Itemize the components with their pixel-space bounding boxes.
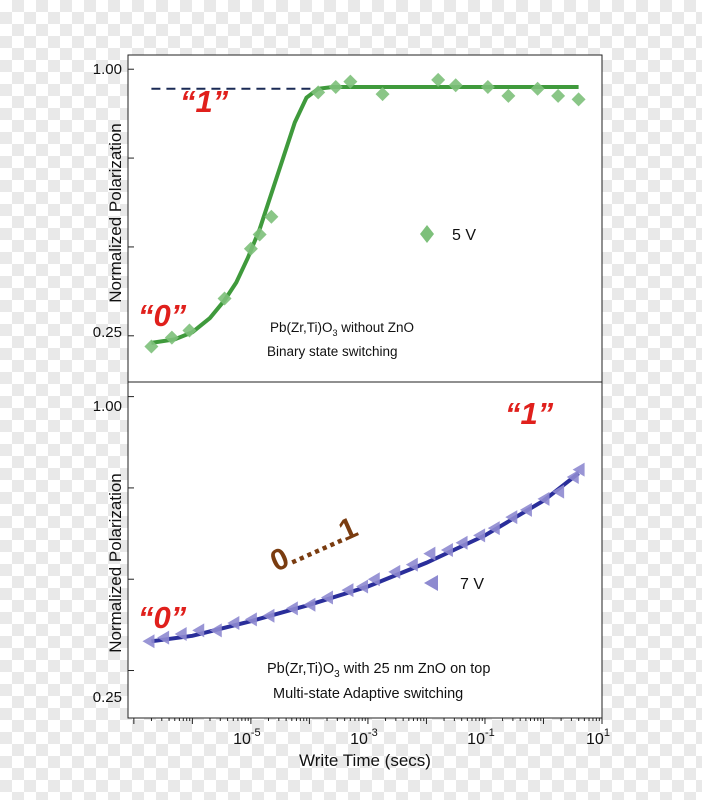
panel-bottom: 1.00 0.25 Normalized Polarization 10-5 10…	[93, 381, 610, 770]
data-point	[572, 462, 585, 477]
xtick-exponent: -3	[368, 727, 378, 739]
data-point	[264, 209, 279, 224]
data-point	[252, 227, 267, 242]
data-point	[519, 502, 532, 517]
data-point	[480, 79, 495, 94]
x-ticks-bottom: 10-5 10-3 10-1 101	[133, 718, 610, 748]
anno-text-after: without ZnO	[338, 320, 415, 335]
xtick-exponent: 1	[604, 727, 610, 739]
data-point	[182, 323, 197, 338]
data-point	[142, 634, 155, 649]
data-point	[303, 597, 316, 612]
data-series-5v	[144, 72, 586, 354]
xtick-label: 10-3	[350, 727, 378, 748]
xtick-base: 10	[467, 731, 485, 748]
annotation-material-bottom: Pb(Zr,Ti)O3 with 25 nm ZnO on top	[267, 661, 490, 680]
data-point	[328, 79, 343, 94]
data-point	[530, 81, 545, 96]
legend-label-5v: 5 V	[452, 227, 476, 244]
data-point	[566, 469, 579, 484]
anno-subscript: 3	[333, 328, 338, 338]
data-point	[209, 623, 222, 638]
legend-marker-diamond	[420, 225, 434, 243]
data-point	[174, 627, 187, 641]
xtick-exponent: -5	[251, 727, 261, 739]
data-point	[501, 88, 516, 103]
ytick-label-top-0: 0.25	[93, 324, 122, 341]
data-point	[192, 623, 205, 638]
data-point	[551, 88, 566, 103]
xtick-base: 10	[586, 731, 604, 748]
xtick-exponent: -1	[485, 727, 495, 739]
data-point	[341, 583, 354, 598]
anno-text: Pb(Zr,Ti)O	[270, 320, 333, 335]
ytick-label-bottom-1: 1.00	[93, 398, 122, 415]
xtick-base: 10	[350, 731, 368, 748]
data-point	[164, 330, 179, 345]
xtick-label: 101	[586, 727, 610, 748]
data-point	[487, 521, 500, 536]
data-point	[144, 339, 159, 354]
data-point	[431, 72, 446, 87]
annotation-material-top: Pb(Zr,Ti)O3 without ZnO	[270, 320, 414, 338]
ylabel-top: Normalized Polarization	[106, 123, 125, 303]
anno-text-after: with 25 nm ZnO on top	[340, 661, 491, 677]
data-point	[320, 590, 333, 605]
state-label-zero: “0”	[138, 298, 187, 333]
xtick-label: 10-5	[233, 727, 261, 748]
data-point	[552, 484, 565, 499]
data-point	[440, 543, 453, 557]
data-point	[455, 535, 468, 550]
annotation-mode-bottom: Multi-state Adaptive switching	[273, 686, 463, 702]
xtick-label: 10-1	[467, 727, 495, 748]
state-label-zero-bottom: “0”	[138, 600, 187, 635]
panel-top: 1.00 0.25 Normalized Polarization “1” “0…	[93, 54, 603, 388]
annotation-mode-top: Binary state switching	[267, 344, 398, 359]
data-point	[262, 608, 275, 623]
data-point	[505, 510, 518, 525]
data-point	[243, 241, 258, 256]
xtick-base: 10	[233, 731, 251, 748]
data-point	[448, 78, 463, 93]
data-point	[285, 601, 298, 616]
data-point	[343, 74, 358, 89]
data-point	[423, 546, 436, 561]
ylabel-bottom: Normalized Polarization	[106, 473, 125, 653]
legend-label-7v: 7 V	[460, 576, 484, 593]
data-point	[375, 87, 390, 102]
data-point	[356, 579, 369, 594]
legend-marker-triangle	[424, 575, 438, 591]
data-point	[537, 491, 550, 506]
state-label-one-bottom: “1”	[505, 396, 554, 431]
ytick-label-top-1: 1.00	[93, 61, 122, 78]
data-point	[473, 528, 486, 543]
plot-frame-bottom	[127, 381, 603, 719]
anno-text: Pb(Zr,Ti)O	[267, 661, 334, 677]
anno-subscript: 3	[334, 669, 340, 680]
data-point	[388, 564, 401, 579]
data-point	[367, 572, 380, 587]
data-point	[244, 612, 257, 627]
state-label-one: “1”	[180, 84, 229, 119]
xlabel: Write Time (secs)	[299, 751, 431, 770]
data-point	[571, 92, 586, 107]
data-point	[157, 630, 170, 645]
data-point	[227, 616, 240, 631]
data-point	[311, 85, 326, 100]
data-series-7v	[142, 462, 585, 649]
data-point	[405, 557, 418, 572]
data-point	[217, 291, 232, 306]
y-ticks-bottom	[128, 396, 134, 672]
ytick-label-bottom-0: 0.25	[93, 689, 122, 706]
plot-frame-top	[127, 54, 603, 383]
